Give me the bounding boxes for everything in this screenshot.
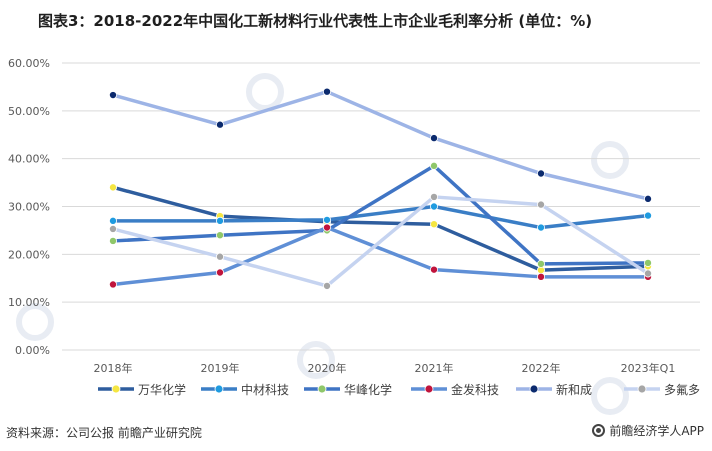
- brand-name: 前瞻经济学人APP: [609, 424, 704, 438]
- legend-label: 金发科技: [451, 382, 499, 397]
- legend-marker-icon: [214, 384, 224, 394]
- x-axis: 2018年 2019年 2020年 2021年 2022年 2023年Q1: [94, 361, 676, 375]
- legend-item: 金发科技: [411, 382, 499, 397]
- data-point: [537, 169, 546, 178]
- data-point: [537, 223, 546, 232]
- data-point: [215, 216, 224, 225]
- series-line: [111, 164, 650, 266]
- x-tick-label: 2022年: [522, 361, 561, 375]
- legend-marker-icon: [637, 384, 647, 394]
- legend-item: 多氟多: [624, 383, 700, 397]
- y-axis: 0.00% 10.00% 20.00% 30.00% 40.00% 50.00% 60.00…: [8, 57, 50, 357]
- legend-item: 新和成: [516, 382, 592, 397]
- series-2: [109, 202, 653, 232]
- legend-marker-icon: [111, 384, 121, 394]
- data-point: [644, 258, 653, 267]
- legend-label: 万华化学: [138, 382, 186, 397]
- brand-logo-icon: [592, 424, 606, 437]
- watermark-logo-icon: [591, 141, 629, 179]
- data-point: [644, 269, 653, 278]
- series-layer: [109, 87, 653, 290]
- data-point: [537, 259, 546, 268]
- series-line: [111, 225, 650, 287]
- data-point: [429, 265, 438, 274]
- x-tick-label: 2020年: [308, 361, 347, 375]
- data-point: [537, 272, 546, 281]
- chart-title: 图表3：2018-2022年中国化工新材料行业代表性上市企业毛利率分析 (单位：…: [38, 12, 593, 30]
- x-tick-label: 2019年: [201, 361, 240, 375]
- data-point: [109, 236, 118, 245]
- legend-marker-icon: [317, 384, 327, 394]
- y-tick-label: 30.00%: [8, 201, 50, 214]
- source-note: 资料来源：公司公报 前瞻产业研究院: [6, 426, 202, 440]
- y-tick-label: 40.00%: [8, 153, 50, 166]
- y-tick-label: 60.00%: [8, 57, 50, 70]
- legend-label: 多氟多: [664, 383, 700, 397]
- series-5: [109, 87, 653, 203]
- series-4: [109, 223, 653, 289]
- watermark-logo-icon: [297, 341, 335, 379]
- watermark-layer: [16, 73, 629, 415]
- data-point: [429, 220, 438, 229]
- watermark-logo-icon: [246, 73, 284, 111]
- data-point: [109, 224, 118, 233]
- series-line: [111, 195, 650, 288]
- series-1: [109, 183, 653, 275]
- data-point: [429, 161, 438, 170]
- data-point: [429, 192, 438, 201]
- series-line: [111, 204, 650, 230]
- data-point: [322, 281, 331, 290]
- data-point: [322, 87, 331, 96]
- legend-marker-icon: [529, 384, 539, 394]
- watermark-logo-icon: [16, 303, 54, 341]
- data-point: [109, 183, 118, 192]
- series-6: [109, 192, 653, 290]
- y-tick-label: 10.00%: [8, 296, 50, 309]
- x-tick-label: 2018年: [94, 361, 133, 375]
- watermark-logo-icon: [591, 377, 629, 415]
- data-point: [215, 268, 224, 277]
- data-point: [322, 223, 331, 232]
- data-point: [644, 194, 653, 203]
- legend-label: 新和成: [556, 382, 592, 397]
- y-tick-label: 20.00%: [8, 248, 50, 261]
- data-point: [215, 231, 224, 240]
- legend-label: 中材科技: [241, 382, 289, 397]
- data-point: [109, 91, 118, 100]
- legend-marker-icon: [424, 384, 434, 394]
- data-point: [109, 216, 118, 225]
- legend-item: 华峰化学: [304, 382, 392, 397]
- x-tick-label: 2021年: [415, 361, 454, 375]
- legend-item: 万华化学: [98, 382, 186, 397]
- data-point: [644, 211, 653, 220]
- data-point: [537, 200, 546, 209]
- series-line: [111, 185, 650, 272]
- x-tick-label: 2023年Q1: [621, 361, 676, 375]
- data-point: [429, 202, 438, 211]
- legend-item: 中材科技: [201, 382, 289, 397]
- legend: 万华化学 中材科技 华峰化学 金发科技 新和成 多氟多: [98, 382, 700, 397]
- data-point: [429, 134, 438, 143]
- data-point: [215, 120, 224, 129]
- legend-label: 华峰化学: [344, 382, 392, 397]
- data-point: [109, 280, 118, 289]
- data-point: [322, 215, 331, 224]
- brand-footer: 前瞻经济学人APP: [592, 422, 704, 439]
- y-tick-label: 0.00%: [15, 344, 50, 357]
- data-point: [215, 252, 224, 261]
- series-line: [111, 89, 650, 201]
- y-tick-label: 50.00%: [8, 105, 50, 118]
